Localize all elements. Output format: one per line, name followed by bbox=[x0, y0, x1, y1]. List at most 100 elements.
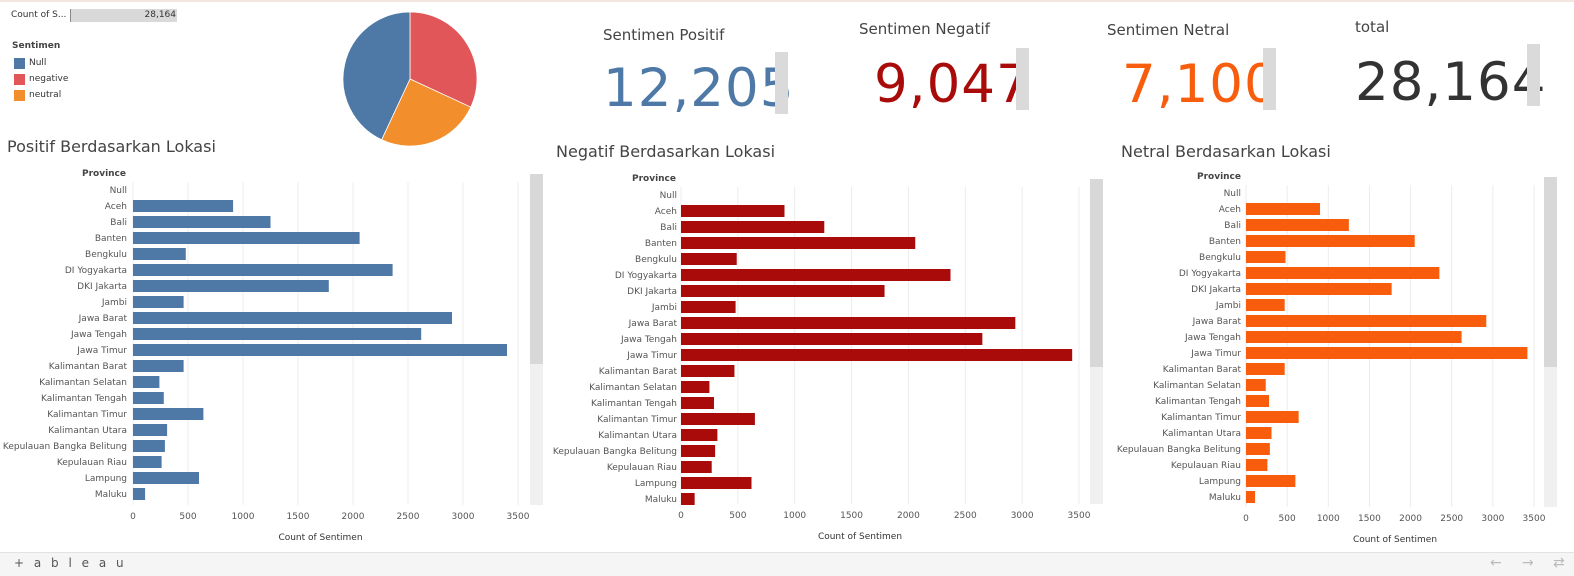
province-label: DKI Jakarta bbox=[77, 282, 127, 292]
back-arrow-icon[interactable]: ← bbox=[1490, 555, 1502, 571]
pie-slice-negative[interactable] bbox=[409, 11, 478, 108]
negatif-location-bar-chart[interactable]: Province Null Aceh Bali Banten Bengkulu DI Yog… bbox=[548, 170, 1108, 548]
bar-jawa-timur[interactable] bbox=[133, 344, 507, 356]
bar-jawa-barat[interactable] bbox=[133, 312, 452, 324]
chart-scrollbar-thumb[interactable] bbox=[1090, 179, 1103, 367]
tableau-logo[interactable]: + a b l e a u bbox=[14, 556, 127, 570]
bar-jambi[interactable] bbox=[133, 296, 184, 308]
bar-kalimantan-barat[interactable] bbox=[133, 360, 184, 372]
bar-kepulauan-riau[interactable] bbox=[133, 456, 162, 468]
legend-item-neutral[interactable]: neutral bbox=[14, 88, 61, 102]
positif-location-bar-chart[interactable]: Province Null Aceh Bali Banten Bengkulu DI Yog… bbox=[0, 165, 548, 550]
province-label: Bengkulu bbox=[85, 250, 127, 260]
x-tick-label: 3500 bbox=[1068, 511, 1091, 521]
legend-item-null[interactable]: Null bbox=[14, 56, 46, 70]
province-label: Aceh bbox=[105, 202, 127, 212]
bar-jawa-barat[interactable] bbox=[681, 317, 1016, 329]
bar-di-yogyakarta[interactable] bbox=[1246, 267, 1440, 279]
bar-kepulauan-riau[interactable] bbox=[681, 461, 712, 473]
top-border bbox=[0, 0, 1574, 2]
bar-kalimantan-timur[interactable] bbox=[133, 408, 204, 420]
x-tick-label: 500 bbox=[1279, 514, 1296, 524]
province-label: Kalimantan Barat bbox=[49, 362, 128, 372]
netral-chart-title: Netral Berdasarkan Lokasi bbox=[1121, 142, 1331, 161]
chart-scrollbar-thumb[interactable] bbox=[530, 174, 543, 364]
bar-aceh[interactable] bbox=[681, 205, 785, 217]
kpi-negatif-scrollbar[interactable] bbox=[1016, 48, 1029, 110]
bar-kalimantan-timur[interactable] bbox=[681, 413, 755, 425]
bar-jawa-timur[interactable] bbox=[1246, 347, 1528, 359]
bar-jambi[interactable] bbox=[1246, 299, 1285, 311]
pie-slice-null[interactable] bbox=[342, 11, 411, 141]
bar-lampung[interactable] bbox=[681, 477, 752, 489]
bar-kalimantan-utara[interactable] bbox=[681, 429, 718, 441]
bar-bali[interactable] bbox=[133, 216, 271, 228]
bar-kepulauan-bangka-belitung[interactable] bbox=[681, 445, 716, 457]
bar-maluku[interactable] bbox=[681, 493, 695, 505]
province-label: Null bbox=[660, 191, 677, 201]
legend-item-label: negative bbox=[29, 74, 69, 84]
province-label: Lampung bbox=[635, 479, 677, 489]
bar-kalimantan-tengah[interactable] bbox=[1246, 395, 1270, 407]
bar-kalimantan-timur[interactable] bbox=[1246, 411, 1299, 423]
bar-kalimantan-utara[interactable] bbox=[133, 424, 168, 436]
x-axis-title: Count of Sentimen bbox=[818, 532, 902, 542]
bar-maluku[interactable] bbox=[133, 488, 146, 500]
forward-arrow-icon[interactable]: → bbox=[1522, 555, 1534, 571]
bar-kalimantan-utara[interactable] bbox=[1246, 427, 1272, 439]
bar-dki-jakarta[interactable] bbox=[681, 285, 885, 297]
bar-di-yogyakarta[interactable] bbox=[681, 269, 951, 281]
bar-lampung[interactable] bbox=[133, 472, 199, 484]
bar-kepulauan-bangka-belitung[interactable] bbox=[133, 440, 165, 452]
x-tick-label: 1500 bbox=[1358, 514, 1381, 524]
bar-banten[interactable] bbox=[133, 232, 360, 244]
bar-lampung[interactable] bbox=[1246, 475, 1296, 487]
sentiment-pie-chart[interactable] bbox=[330, 6, 490, 156]
bar-bali[interactable] bbox=[681, 221, 825, 233]
bar-banten[interactable] bbox=[681, 237, 916, 249]
bar-jawa-tengah[interactable] bbox=[1246, 331, 1462, 343]
province-label: Kalimantan Tengah bbox=[41, 394, 127, 404]
province-label: Kalimantan Barat bbox=[599, 367, 678, 377]
bar-kalimantan-tengah[interactable] bbox=[681, 397, 714, 409]
bar-aceh[interactable] bbox=[1246, 203, 1321, 215]
chart-scrollbar-thumb[interactable] bbox=[1544, 177, 1557, 367]
kpi-netral-scrollbar[interactable] bbox=[1263, 48, 1276, 110]
bar-kepulauan-riau[interactable] bbox=[1246, 459, 1268, 471]
bar-dki-jakarta[interactable] bbox=[1246, 283, 1392, 295]
x-tick-label: 2500 bbox=[954, 511, 977, 521]
bar-jawa-tengah[interactable] bbox=[133, 328, 422, 340]
bar-jawa-tengah[interactable] bbox=[681, 333, 983, 345]
legend-item-negative[interactable]: negative bbox=[14, 72, 68, 86]
x-tick-label: 1000 bbox=[1317, 514, 1340, 524]
bar-aceh[interactable] bbox=[133, 200, 234, 212]
bar-banten[interactable] bbox=[1246, 235, 1415, 247]
bar-maluku[interactable] bbox=[1246, 491, 1256, 503]
pie-slice-neutral[interactable] bbox=[381, 78, 472, 147]
x-tick-label: 1000 bbox=[232, 512, 255, 522]
bar-di-yogyakarta[interactable] bbox=[133, 264, 393, 276]
kpi-positif-scrollbar[interactable] bbox=[775, 52, 788, 114]
bar-kalimantan-tengah[interactable] bbox=[133, 392, 164, 404]
bar-dki-jakarta[interactable] bbox=[133, 280, 329, 292]
bar-bengkulu[interactable] bbox=[1246, 251, 1286, 263]
count-legend-bar bbox=[70, 9, 177, 22]
bar-jawa-barat[interactable] bbox=[1246, 315, 1487, 327]
share-icon[interactable]: ⇄ bbox=[1553, 555, 1565, 571]
bar-bengkulu[interactable] bbox=[133, 248, 186, 260]
bar-kalimantan-barat[interactable] bbox=[1246, 363, 1285, 375]
legend-swatch bbox=[14, 89, 25, 101]
kpi-total-scrollbar[interactable] bbox=[1527, 44, 1540, 106]
bar-kalimantan-selatan[interactable] bbox=[1246, 379, 1266, 391]
bar-kalimantan-barat[interactable] bbox=[681, 365, 735, 377]
bar-kalimantan-selatan[interactable] bbox=[133, 376, 160, 388]
bar-bali[interactable] bbox=[1246, 219, 1349, 231]
netral-location-bar-chart[interactable]: Province Null Aceh Bali Banten Bengkulu DI Yog… bbox=[1108, 168, 1568, 548]
bar-jawa-timur[interactable] bbox=[681, 349, 1073, 361]
x-tick-label: 3500 bbox=[1523, 514, 1546, 524]
legend-swatch bbox=[14, 57, 25, 69]
bar-kalimantan-selatan[interactable] bbox=[681, 381, 710, 393]
bar-kepulauan-bangka-belitung[interactable] bbox=[1246, 443, 1270, 455]
bar-jambi[interactable] bbox=[681, 301, 736, 313]
bar-bengkulu[interactable] bbox=[681, 253, 737, 265]
